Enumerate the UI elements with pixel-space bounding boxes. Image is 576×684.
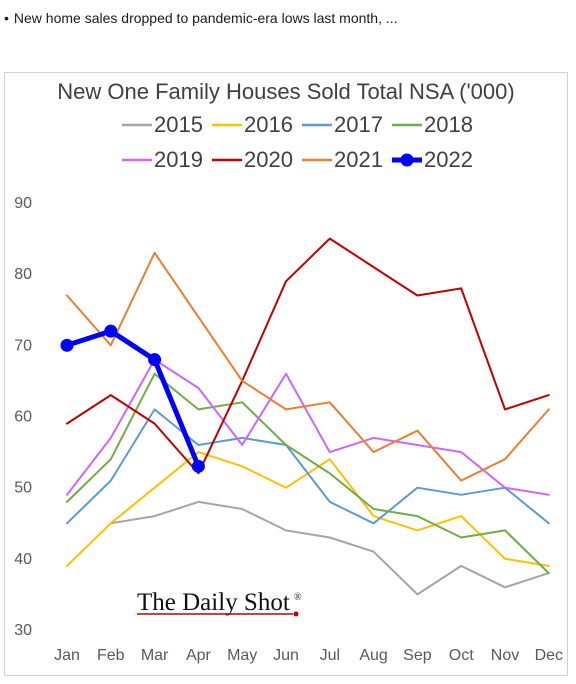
y-tick-label-80: 80 xyxy=(14,266,32,283)
legend-label-2018: 2018 xyxy=(424,112,473,137)
series-line-2019 xyxy=(66,358,550,496)
legend-label-2021: 2021 xyxy=(334,147,383,172)
series-2015 xyxy=(109,500,550,596)
logo-red-dot xyxy=(293,611,299,617)
series-line-2015 xyxy=(109,500,550,596)
series-line-2018 xyxy=(66,372,550,575)
series-line-2022 xyxy=(64,328,201,469)
legend-item-2015: 2015 xyxy=(122,112,203,137)
chart-frame: New One Family Houses Sold Total NSA ('0… xyxy=(4,72,568,676)
series-2020 xyxy=(66,237,550,475)
x-tick-label-aug: Aug xyxy=(359,647,387,664)
logo-registered-mark: ® xyxy=(294,592,302,603)
x-tick-label-oct: Oct xyxy=(449,647,474,664)
y-tick-label-40: 40 xyxy=(14,551,32,568)
legend-item-2016: 2016 xyxy=(212,112,293,137)
x-tick-label-jun: Jun xyxy=(273,647,299,664)
x-axis: Jan Feb Mar Apr May Jun Jul Aug Sep Oct Nov Dec xyxy=(54,647,563,664)
series-line-2020 xyxy=(66,237,550,475)
series-line-2021 xyxy=(66,251,550,482)
y-tick-label-60: 60 xyxy=(14,409,32,426)
series-2016 xyxy=(66,451,550,567)
legend-label-2016: 2016 xyxy=(244,112,293,137)
x-tick-label-jan: Jan xyxy=(54,647,80,664)
y-tick-label-50: 50 xyxy=(14,480,32,497)
data-point-2022-feb xyxy=(104,324,118,338)
series-2018 xyxy=(66,372,550,575)
legend-item-2020: 2020 xyxy=(212,147,293,172)
legend-label-2022: 2022 xyxy=(424,147,473,172)
line-chart: New One Family Houses Sold Total NSA ('0… xyxy=(14,79,563,664)
x-tick-label-mar: Mar xyxy=(141,647,169,664)
legend-label-2019: 2019 xyxy=(154,147,203,172)
series-2017 xyxy=(66,408,550,525)
x-tick-label-dec: Dec xyxy=(535,647,563,664)
y-axis: 30 40 50 60 70 80 90 xyxy=(14,195,32,639)
y-tick-label-90: 90 xyxy=(14,195,32,212)
legend-label-2017: 2017 xyxy=(334,112,383,137)
legend-item-2021: 2021 xyxy=(302,147,383,172)
headline: • New home sales dropped to pandemic-era … xyxy=(4,10,398,26)
legend-label-2015: 2015 xyxy=(154,112,203,137)
x-tick-label-sep: Sep xyxy=(403,647,432,664)
legend-item-2019: 2019 xyxy=(122,147,203,172)
legend-item-2022: 2022 xyxy=(392,147,473,172)
data-point-2022-mar xyxy=(148,353,162,367)
series-line-2016 xyxy=(66,451,550,567)
x-tick-label-may: May xyxy=(227,647,257,664)
y-tick-label-70: 70 xyxy=(14,337,32,354)
logo-text: The Daily Shot xyxy=(137,589,290,616)
headline-text: New home sales dropped to pandemic-era l… xyxy=(13,10,398,26)
series-lines xyxy=(60,237,550,596)
series-2019 xyxy=(66,358,550,496)
daily-shot-logo: The Daily Shot ® xyxy=(137,589,302,617)
chart-title: New One Family Houses Sold Total NSA ('0… xyxy=(57,79,514,104)
y-tick-label-30: 30 xyxy=(14,622,32,639)
series-line-2017 xyxy=(66,408,550,525)
data-point-2022-apr xyxy=(191,459,205,473)
x-tick-label-jul: Jul xyxy=(320,647,340,664)
headline-bullet: • xyxy=(4,10,9,26)
series-2022 xyxy=(60,324,205,473)
x-tick-label-feb: Feb xyxy=(97,647,125,664)
chart-legend: 2015 2016 2017 2018 2019 2020 2021 2022 xyxy=(122,112,473,172)
legend-item-2017: 2017 xyxy=(302,112,383,137)
x-tick-label-apr: Apr xyxy=(186,647,212,664)
series-2021 xyxy=(66,251,550,482)
legend-marker-2022 xyxy=(400,153,414,167)
legend-label-2020: 2020 xyxy=(244,147,293,172)
data-point-2022-jan xyxy=(60,338,74,352)
x-tick-label-nov: Nov xyxy=(491,647,519,664)
legend-item-2018: 2018 xyxy=(392,112,473,137)
